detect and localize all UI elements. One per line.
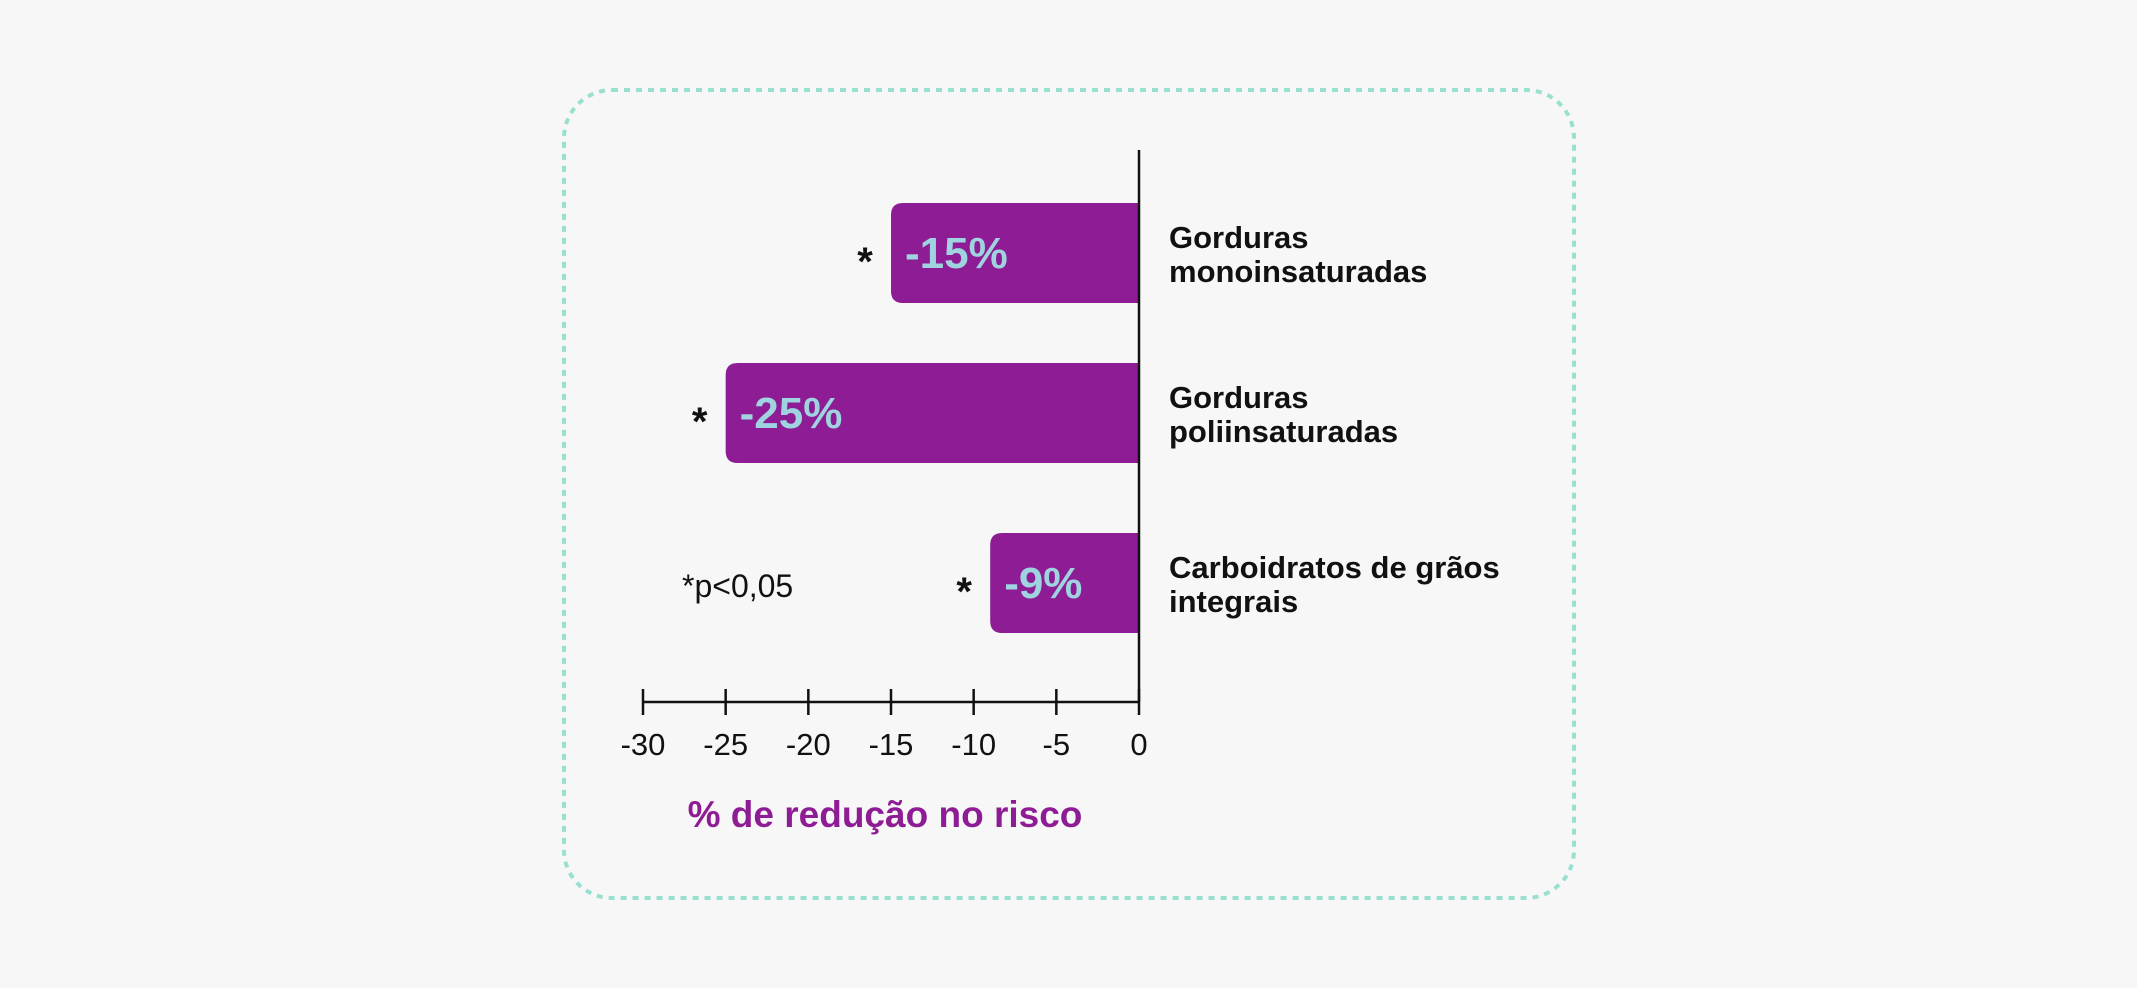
- bar-value-label: -9%: [1004, 559, 1082, 608]
- x-tick-label: -25: [703, 727, 748, 762]
- category-label: Gorduras: [1169, 380, 1309, 415]
- x-axis-title: % de redução no risco: [688, 794, 1083, 835]
- x-tick-label: -20: [786, 727, 831, 762]
- significance-marker: *: [692, 400, 708, 444]
- x-tick-label: -30: [621, 727, 666, 762]
- bar-value-label: -15%: [905, 229, 1008, 278]
- bar-2: [725, 363, 1139, 463]
- x-tick-label: 0: [1130, 727, 1147, 762]
- axes-layer: -30 -25 -20 -15 -10 -5 0: [621, 150, 1148, 762]
- bar-1: [891, 203, 1139, 303]
- category-label: Gorduras: [1169, 220, 1309, 255]
- bars-layer: -15%*Gordurasmonoinsaturadas-25%*Gordura…: [692, 203, 1500, 633]
- significance-marker: *: [956, 570, 972, 614]
- x-tick-label: -15: [869, 727, 914, 762]
- x-tick-label: -10: [951, 727, 996, 762]
- x-tick-label: -5: [1043, 727, 1071, 762]
- footnote-text: *p<0,05: [682, 568, 793, 604]
- category-label: poliinsaturadas: [1169, 414, 1398, 449]
- category-label: Carboidratos de grãos: [1169, 550, 1500, 585]
- bar-value-label: -25%: [740, 389, 843, 438]
- category-label: monoinsaturadas: [1169, 254, 1427, 289]
- category-label: integrais: [1169, 584, 1298, 619]
- bar-3: [990, 533, 1139, 633]
- significance-marker: *: [857, 240, 873, 284]
- chart-frame: [562, 88, 1576, 900]
